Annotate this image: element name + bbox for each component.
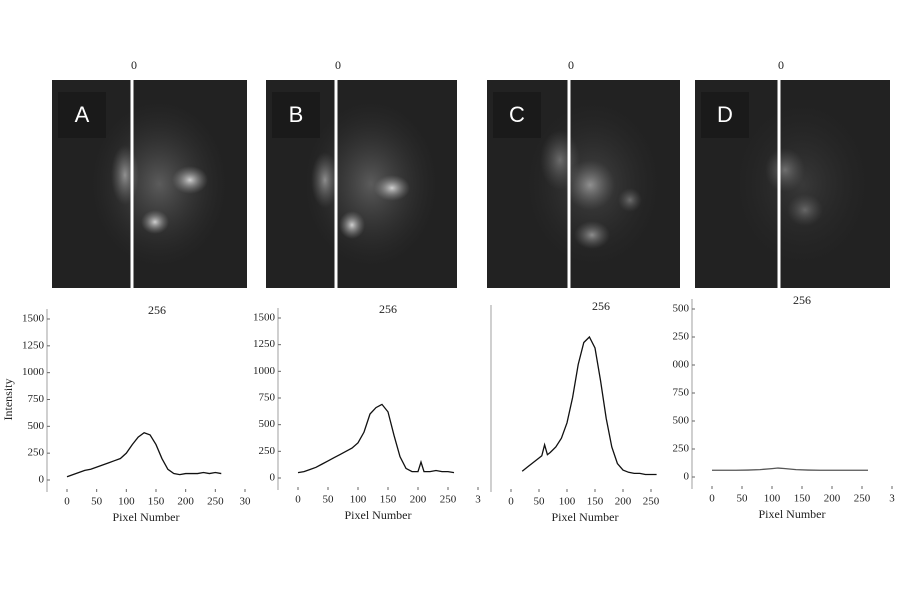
y-tick-label: 1000	[22, 366, 45, 378]
y-tick-label: 500	[673, 303, 690, 315]
marker-label: 256	[148, 303, 166, 317]
cell-blob	[311, 152, 339, 208]
x-tick-label: 0	[709, 493, 715, 505]
y-tick-label: 1000	[253, 365, 276, 377]
intensity-line	[297, 403, 455, 474]
image-marker: 0	[131, 58, 137, 72]
x-tick-label: 100	[118, 496, 135, 508]
image-haze	[734, 100, 871, 268]
y-tick-label: 750	[673, 387, 690, 399]
cell-blob	[765, 148, 805, 192]
x-axis-label: Pixel Number	[113, 510, 180, 524]
intensity-line	[712, 467, 868, 471]
x-tick-label: 200	[177, 496, 194, 508]
x-tick-label: 150	[587, 496, 604, 508]
intensity-line	[521, 335, 657, 476]
y-tick-label: 500	[673, 415, 690, 427]
marker-label: 256	[793, 293, 811, 307]
cell-blob	[374, 175, 410, 201]
x-tick-label: 150	[380, 494, 397, 506]
y-tick-label: 750	[28, 393, 45, 405]
marker-label: 256	[592, 299, 610, 313]
y-axis-label: Intensity	[1, 379, 15, 421]
x-tick-label: 0	[64, 496, 70, 508]
panel-letter: D	[717, 102, 733, 127]
image-marker: 0	[335, 58, 341, 72]
x-tick-label: 50	[91, 496, 103, 508]
x-tick-label: 50	[323, 494, 335, 506]
cell-blob	[574, 221, 610, 249]
x-tick-label: 100	[350, 494, 367, 506]
x-tick-label: 200	[615, 496, 632, 508]
x-axis-label: Pixel Number	[552, 510, 619, 524]
y-tick-label: 500	[28, 420, 45, 432]
image-marker: 0	[778, 58, 784, 72]
y-tick-label: 750	[259, 392, 276, 404]
panel-letter-box	[493, 92, 541, 138]
x-tick-label: 200	[824, 493, 841, 505]
y-tick-label: 500	[259, 418, 276, 430]
x-tick-label: 30	[240, 496, 252, 508]
cell-blob	[172, 166, 208, 194]
x-axis-label: Pixel Number	[759, 507, 826, 521]
image-haze	[91, 100, 228, 268]
cell-blob	[787, 194, 823, 226]
panel-letter-box	[701, 92, 749, 138]
x-tick-label: 150	[794, 493, 811, 505]
y-tick-label: 1250	[22, 339, 45, 351]
y-tick-label: 250	[673, 443, 690, 455]
y-tick-label: 1500	[253, 312, 276, 324]
cell-blob	[141, 210, 169, 234]
x-tick-label: 100	[764, 493, 781, 505]
x-tick-label: 200	[410, 494, 427, 506]
y-tick-label: 1250	[253, 338, 276, 350]
y-tick-label: 0	[684, 471, 690, 483]
intensity-line	[66, 432, 222, 478]
x-tick-label: 3	[475, 494, 481, 506]
y-tick-label: 250	[28, 447, 45, 459]
y-tick-label: 250	[259, 445, 276, 457]
x-tick-label: 0	[508, 496, 514, 508]
y-tick-label: 1500	[22, 313, 45, 325]
panel-letter: C	[509, 102, 525, 127]
y-tick-label: 250	[673, 331, 690, 343]
cell-blob	[111, 145, 139, 205]
y-tick-label: 0	[270, 472, 276, 484]
cell-blob	[339, 211, 365, 239]
x-tick-label: 250	[207, 496, 224, 508]
x-tick-label: 50	[737, 493, 749, 505]
x-tick-label: 150	[148, 496, 165, 508]
y-tick-label: 0	[39, 474, 45, 486]
x-tick-label: 250	[643, 496, 660, 508]
x-tick-label: 250	[854, 493, 871, 505]
panel-letter: B	[289, 102, 304, 127]
cell-blob	[618, 188, 642, 212]
x-tick-label: 3	[889, 493, 895, 505]
y-tick-label: 000	[673, 359, 690, 371]
x-tick-label: 0	[295, 494, 301, 506]
x-tick-label: 50	[534, 496, 546, 508]
panel-letter-box	[58, 92, 106, 138]
x-tick-label: 250	[440, 494, 457, 506]
x-axis-label: Pixel Number	[345, 508, 412, 522]
x-tick-label: 100	[559, 496, 576, 508]
marker-label: 256	[379, 302, 397, 316]
image-haze	[304, 100, 438, 268]
panel-letter-box	[272, 92, 320, 138]
image-marker: 0	[568, 58, 574, 72]
cell-blob	[540, 130, 580, 190]
panel-letter: A	[75, 102, 90, 127]
